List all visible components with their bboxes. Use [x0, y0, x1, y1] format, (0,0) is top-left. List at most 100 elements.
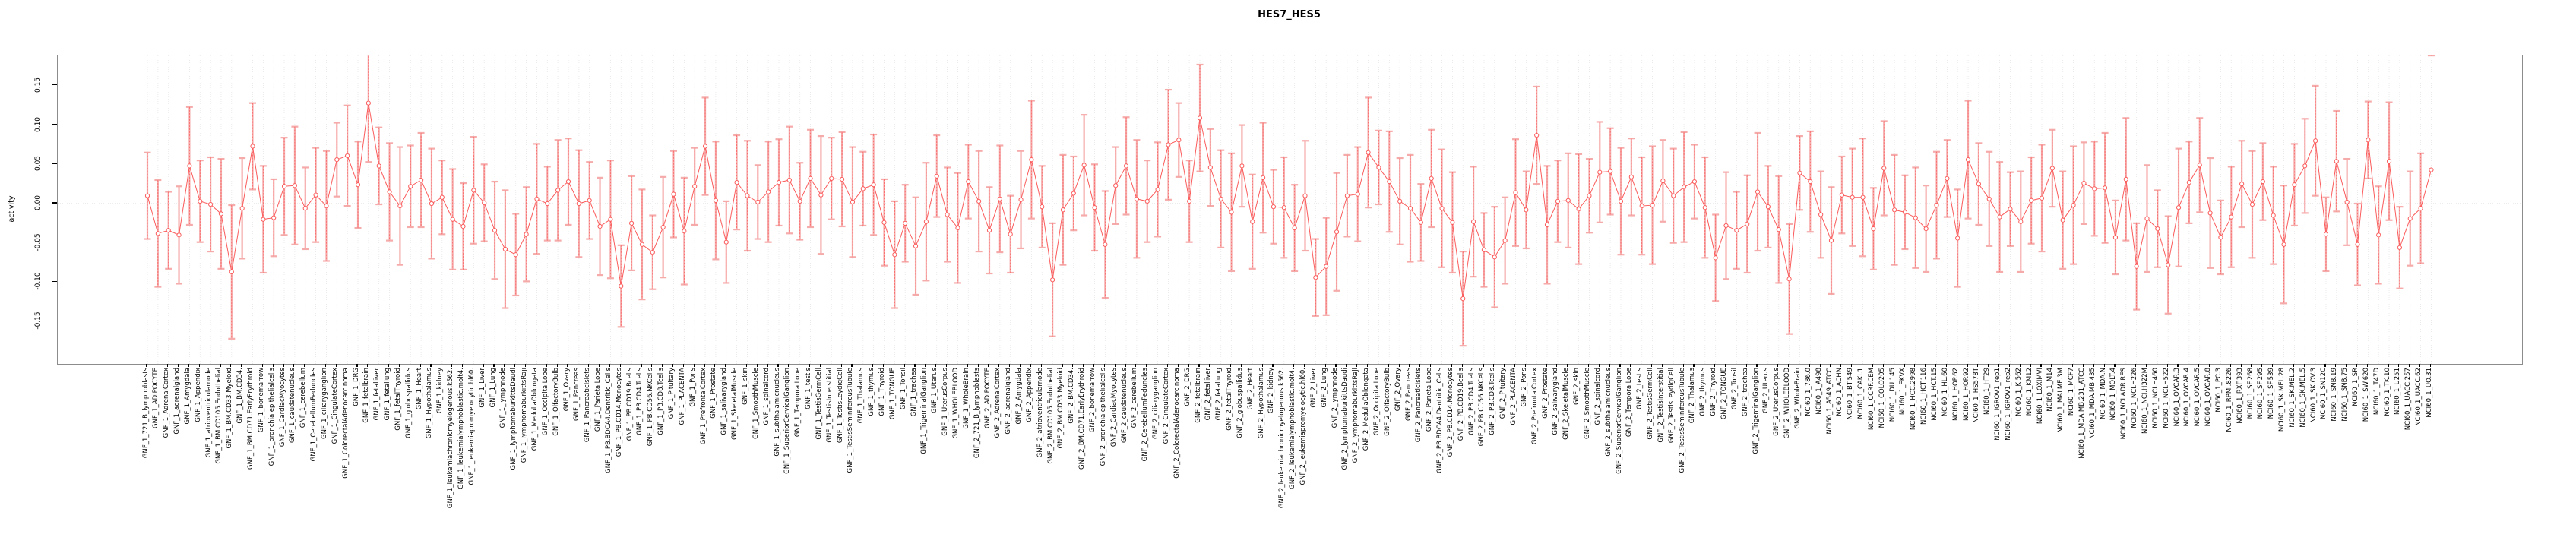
x-tick-label: NCI60_1_SR [2352, 368, 2359, 406]
x-tick-label: GNF_2_WholeBrain [1793, 368, 1802, 429]
x-tick [2366, 364, 2368, 367]
x-tick-label: GNF_2_Ovary [1394, 368, 1402, 412]
x-tick-label: GNF_1_PB.CD8.Tcells [657, 368, 666, 435]
x-tick [483, 364, 484, 367]
x-tick-label: GNF_2_TemporalLobe [1625, 368, 1634, 438]
x-tick [872, 364, 874, 367]
x-tick [756, 364, 758, 367]
y-tick-label: -0.15 [34, 311, 42, 330]
x-tick-label: GNF_2_lymphnode [1331, 368, 1339, 428]
x-tick [609, 364, 610, 367]
x-tick-label: GNF_1_CardiacMyocytes [278, 368, 286, 447]
x-tick-label: GNF_2_721_B_lymphoblasts [973, 368, 981, 459]
x-tick-label: GNF_2_PB.BDCA4.Dentritic_Cells [1436, 368, 1445, 473]
x-tick-label: GNF_1_kidney [436, 368, 445, 414]
x-tick-label: GNF_1_TrigeminalGanglion [920, 368, 929, 454]
x-tick-label: NCI60_1_CCRF.CEM [1867, 368, 1875, 431]
x-tick [1851, 364, 1853, 367]
x-tick-label: NCI60_1_SK.OV.3 [2309, 368, 2318, 423]
x-tick-label: GNF_1_PLACENTA [678, 368, 686, 425]
x-tick [1135, 364, 1137, 367]
x-tick [2419, 364, 2421, 367]
x-tick-label: NCI60_1_HT29 [1983, 368, 1992, 415]
plot-svg [58, 43, 2522, 364]
x-tick-label: GNF_1_PB.BDCA4.Dentritic_Cells [604, 368, 612, 473]
x-tick-label: GNF_1_ciliaryganglion [320, 368, 328, 439]
x-tick [2040, 364, 2042, 367]
x-tick-label: NCI60_1_K.562 [2014, 368, 2023, 417]
x-tick [1419, 364, 1421, 367]
x-tick-label: NCI60_1_CAKI.1 [1857, 368, 1866, 419]
vertical-gridlines [147, 55, 2432, 364]
x-tick-label: GNF_1_Uterus [931, 368, 939, 413]
x-tick-label: GNF_1_leukemiapromyelocytic.hl60. [467, 368, 476, 485]
x-tick-label: NCI60_1_SN12C [2320, 368, 2328, 420]
x-tick-label: GNF_2_Appendix [1025, 368, 1033, 422]
x-tick-label: GNF_1_CerebellumPeduncles [310, 368, 318, 462]
x-tick-label: GNF_2_fetalbrain [1194, 368, 1202, 423]
x-tick-label: GNF_2_globuspallidus [1236, 368, 1244, 438]
x-tick [2346, 364, 2347, 367]
x-tick [1587, 364, 1590, 367]
x-tick-label: GNF_2_Pituitary [1499, 368, 1508, 419]
x-tick [1745, 364, 1747, 367]
x-tick-label: NCI60_1_HOP.62 [1951, 368, 1960, 421]
x-tick [809, 364, 811, 367]
x-tick-label: GNF_1_ADIPOCYTE [152, 368, 160, 428]
x-tick-label: GNF_2_leukemiachronicmyelogenous.k562. [1278, 368, 1286, 509]
x-tick [1630, 364, 1631, 367]
x-tick-label: GNF_1_Hypothalamus [426, 368, 434, 439]
x-tick [430, 364, 432, 367]
x-tick [619, 364, 621, 367]
y-tick-label: -0.05 [34, 233, 42, 251]
x-tick [1945, 364, 1947, 367]
x-tick [1882, 364, 1884, 367]
x-tick [714, 364, 716, 367]
x-tick-label: GNF_1_TestisInterstitial [825, 368, 834, 443]
x-tick-label: NCI60_1_KM12 [2025, 368, 2033, 416]
x-tick-label: NCI60_1_SF.268 [2246, 368, 2255, 419]
x-tick-label: NCI60_1_SF.295 [2257, 368, 2265, 419]
x-tick [767, 364, 768, 367]
x-tick [1114, 364, 1116, 367]
x-tick [177, 364, 179, 367]
x-tick [514, 364, 516, 367]
x-tick [2051, 364, 2052, 367]
x-tick [272, 364, 274, 367]
x-tick-label: NCI60_1_PC.3 [2214, 368, 2223, 413]
x-tick-label: NCI60_1_M14 [2046, 368, 2055, 412]
x-tick [2008, 364, 2011, 367]
x-tick [335, 364, 337, 367]
x-tick [1083, 364, 1084, 367]
x-tick [1650, 364, 1653, 367]
x-tick [2335, 364, 2337, 367]
x-tick [2409, 364, 2410, 367]
x-tick [388, 364, 390, 367]
x-tick-label: GNF_2_Lung [1320, 368, 1328, 408]
x-tick-label: NCI60_1_COLO205 [1878, 368, 1886, 428]
x-tick-label: NCI60_1_SNB.19 [2331, 368, 2339, 422]
x-tick-label: NCI60_1_SNB.75 [2341, 368, 2350, 422]
x-tick [693, 364, 695, 367]
x-tick-label: NCI60_1_786.0 [1804, 368, 1812, 416]
x-tick [1872, 364, 1873, 367]
x-tick [2071, 364, 2074, 367]
x-tick [293, 364, 295, 367]
x-tick-label: NCI60_1_NCI.ADR.RES [2120, 368, 2128, 440]
x-tick [914, 364, 916, 367]
x-tick-label: GNF_2_BM.CD33.Myeloid [1057, 368, 1065, 449]
x-tick [324, 364, 327, 367]
x-tick-label: GNF_2_TestisSeminiferousTubule [1678, 368, 1686, 473]
x-tick-label: GNF_1_UterusCorpus [941, 368, 950, 436]
x-tick-label: NCI60_1_IGROV1_rep1 [1994, 368, 2002, 441]
x-tick [567, 364, 568, 367]
x-tick-label: GNF_2_Pancreas [1404, 368, 1413, 421]
x-tick [935, 364, 937, 367]
x-tick-label: NCI60_1_U251 [2394, 368, 2402, 415]
x-tick-label: GNF_1_BM.CD71.EarlyErythroid [247, 368, 255, 470]
x-tick-label: GNF_1_Thyroid [878, 368, 886, 416]
x-tick-label: GNF_2_TestisGermCell [1647, 368, 1655, 440]
x-tick-label: NCI60_1_UACC.62 [2415, 368, 2423, 426]
x-tick-label: GNF_2_subthalamicnucleus [1604, 368, 1612, 457]
x-tick [925, 364, 926, 367]
